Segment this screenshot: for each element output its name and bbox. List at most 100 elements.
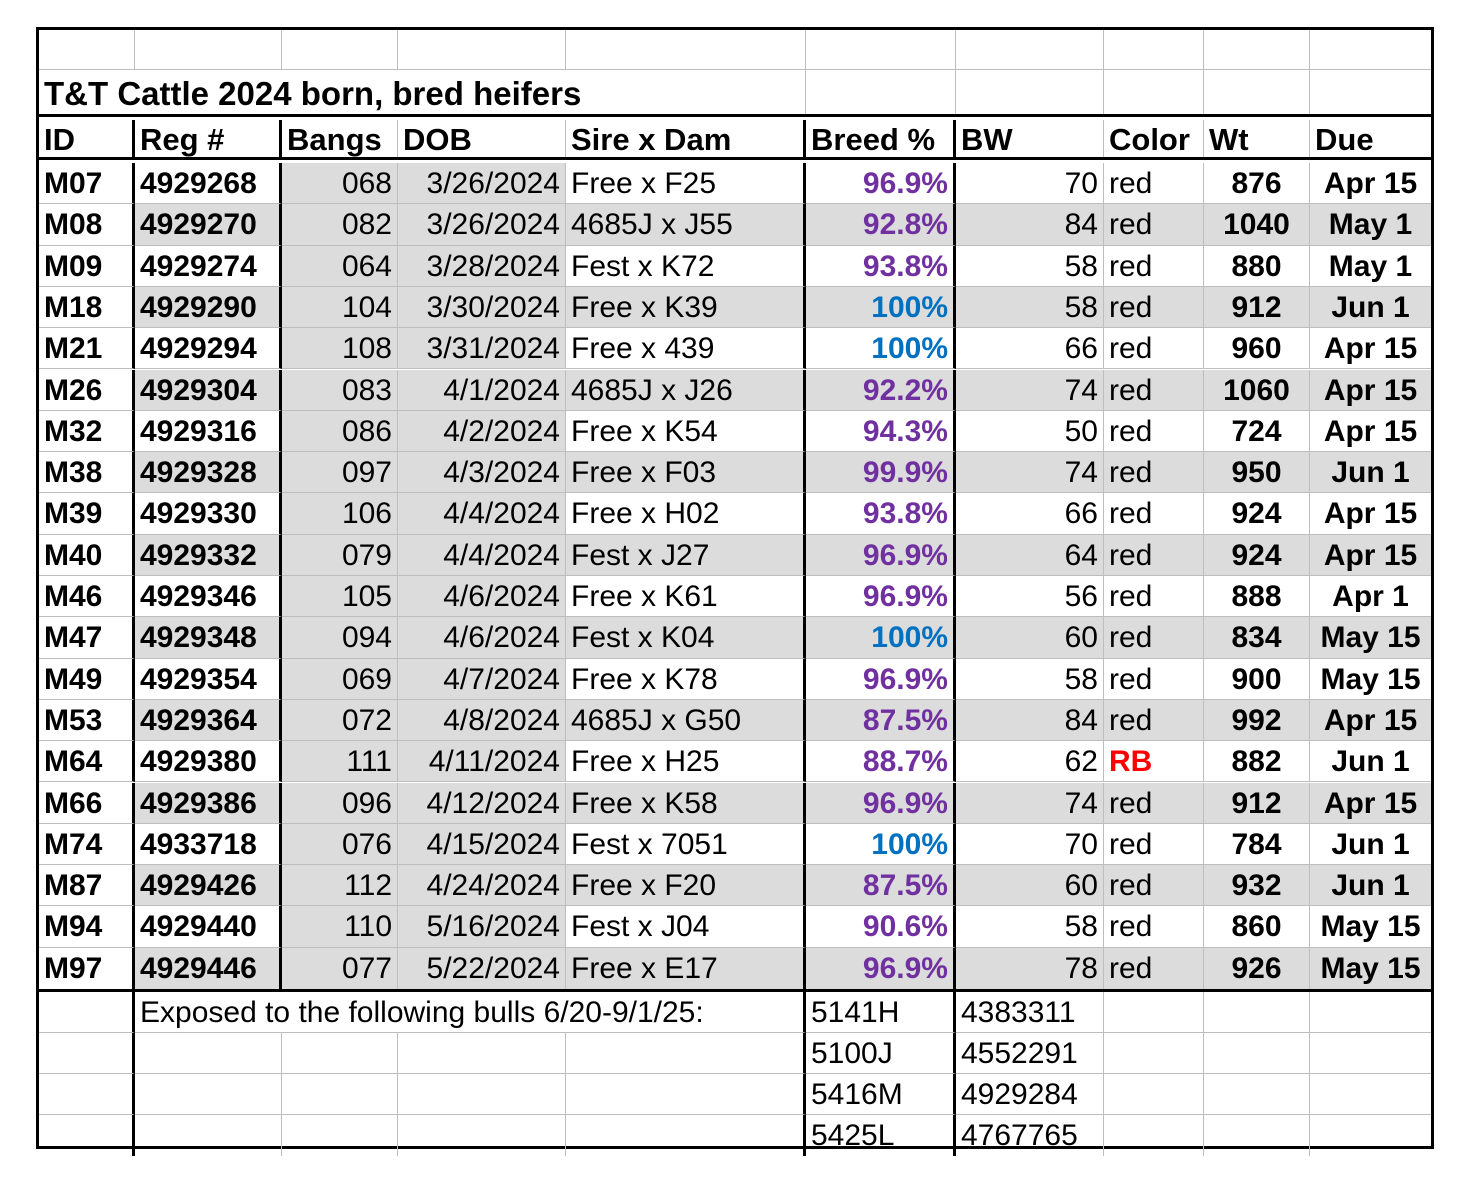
- cell-reg[interactable]: 4929348: [135, 617, 282, 659]
- cell[interactable]: [398, 1033, 566, 1074]
- cell-dob[interactable]: 3/30/2024: [398, 286, 566, 329]
- cell-id[interactable]: M26: [39, 369, 135, 411]
- cell-color[interactable]: red: [1104, 576, 1204, 618]
- cell-color[interactable]: red: [1104, 163, 1204, 205]
- cell-id[interactable]: M40: [39, 534, 135, 576]
- cell[interactable]: [1310, 1033, 1431, 1074]
- cell-wt[interactable]: 880: [1204, 245, 1310, 287]
- cell-due[interactable]: Apr 15: [1310, 493, 1431, 535]
- cell[interactable]: [566, 30, 806, 70]
- cell-breed[interactable]: 93.8%: [806, 493, 956, 535]
- cell-bangs[interactable]: 083: [282, 369, 398, 411]
- cell[interactable]: [1204, 1074, 1310, 1115]
- cell-color[interactable]: red: [1104, 328, 1204, 370]
- cell-breed[interactable]: 96.9%: [806, 782, 956, 824]
- cell-reg[interactable]: 4929328: [135, 452, 282, 494]
- cell-breed[interactable]: 96.9%: [806, 534, 956, 576]
- cell-bangs[interactable]: 110: [282, 906, 398, 948]
- cell-bw[interactable]: 58: [956, 906, 1104, 948]
- cell-sire-dam[interactable]: Free x K78: [566, 658, 806, 700]
- cell-due[interactable]: Apr 15: [1310, 782, 1431, 824]
- cell-id[interactable]: M08: [39, 204, 135, 246]
- cell-dob[interactable]: 4/7/2024: [398, 658, 566, 700]
- cell-bw[interactable]: 70: [956, 163, 1104, 205]
- cell-dob[interactable]: 5/22/2024: [398, 947, 566, 989]
- cell-wt[interactable]: 992: [1204, 699, 1310, 742]
- cell-wt[interactable]: 724: [1204, 410, 1310, 453]
- cell-dob[interactable]: 4/2/2024: [398, 410, 566, 453]
- cell[interactable]: [806, 30, 956, 70]
- cell-wt[interactable]: 834: [1204, 617, 1310, 659]
- cell-dob[interactable]: 4/4/2024: [398, 493, 566, 535]
- cell-sire-dam[interactable]: Free x F25: [566, 163, 806, 205]
- cell-reg[interactable]: 4929294: [135, 328, 282, 370]
- cell-due[interactable]: Apr 15: [1310, 410, 1431, 453]
- cell-id[interactable]: M07: [39, 163, 135, 205]
- cell-wt[interactable]: 950: [1204, 452, 1310, 494]
- cell-reg[interactable]: 4929446: [135, 947, 282, 989]
- cell-bw[interactable]: 58: [956, 286, 1104, 329]
- cell-due[interactable]: Jun 1: [1310, 452, 1431, 494]
- cell[interactable]: [1310, 70, 1431, 114]
- cell-sire-dam[interactable]: Free x F03: [566, 452, 806, 494]
- cell[interactable]: [39, 992, 135, 1033]
- cell-breed[interactable]: 99.9%: [806, 452, 956, 494]
- cell-color[interactable]: red: [1104, 452, 1204, 494]
- cell-wt[interactable]: 900: [1204, 658, 1310, 700]
- cell-sire-dam[interactable]: Free x K58: [566, 782, 806, 824]
- cell[interactable]: [1104, 30, 1204, 70]
- cell-dob[interactable]: 4/4/2024: [398, 534, 566, 576]
- cell[interactable]: [398, 1074, 566, 1115]
- cell-breed[interactable]: 96.9%: [806, 163, 956, 205]
- cell-bangs[interactable]: 108: [282, 328, 398, 370]
- cell-id[interactable]: M74: [39, 823, 135, 866]
- cell-bw[interactable]: 84: [956, 204, 1104, 246]
- cell[interactable]: [1204, 30, 1310, 70]
- cell[interactable]: [956, 70, 1104, 114]
- cell-id[interactable]: M09: [39, 245, 135, 287]
- cell[interactable]: [566, 1074, 806, 1115]
- cell-reg[interactable]: 4929290: [135, 286, 282, 329]
- cell-bw[interactable]: 78: [956, 947, 1104, 989]
- cell-bangs[interactable]: 097: [282, 452, 398, 494]
- cell[interactable]: [398, 30, 566, 70]
- cell[interactable]: [566, 1115, 806, 1156]
- cell-bangs[interactable]: 077: [282, 947, 398, 989]
- cell-dob[interactable]: 3/26/2024: [398, 163, 566, 205]
- cell[interactable]: [135, 1074, 282, 1115]
- cell-reg[interactable]: 4929274: [135, 245, 282, 287]
- cell-sire-dam[interactable]: Fest x J04: [566, 906, 806, 948]
- cell-wt[interactable]: 960: [1204, 328, 1310, 370]
- cell-breed[interactable]: 92.2%: [806, 369, 956, 411]
- cell-id[interactable]: M18: [39, 286, 135, 329]
- cell-reg[interactable]: 4929270: [135, 204, 282, 246]
- cell-breed[interactable]: 90.6%: [806, 906, 956, 948]
- cell-wt[interactable]: 876: [1204, 163, 1310, 205]
- cell-id[interactable]: M32: [39, 410, 135, 453]
- cell-sire-dam[interactable]: Fest x K72: [566, 245, 806, 287]
- cell-dob[interactable]: 4/12/2024: [398, 782, 566, 824]
- cell-bw[interactable]: 58: [956, 658, 1104, 700]
- cell-bangs[interactable]: 082: [282, 204, 398, 246]
- cell-bw[interactable]: 74: [956, 452, 1104, 494]
- cell-id[interactable]: M97: [39, 947, 135, 989]
- cell-reg[interactable]: 4929330: [135, 493, 282, 535]
- cell-color[interactable]: red: [1104, 658, 1204, 700]
- bull-reg[interactable]: 4929284: [956, 1074, 1104, 1115]
- cell-bangs[interactable]: 106: [282, 493, 398, 535]
- cell-bw[interactable]: 70: [956, 823, 1104, 866]
- cell-reg[interactable]: 4929268: [135, 163, 282, 205]
- cell-breed[interactable]: 96.9%: [806, 947, 956, 989]
- bull-name[interactable]: 5416M: [806, 1074, 956, 1115]
- cell-wt[interactable]: 926: [1204, 947, 1310, 989]
- cell-sire-dam[interactable]: Free x K61: [566, 576, 806, 618]
- cell-bw[interactable]: 74: [956, 782, 1104, 824]
- cell-breed[interactable]: 88.7%: [806, 741, 956, 783]
- cell-bangs[interactable]: 111: [282, 741, 398, 783]
- cell-bangs[interactable]: 086: [282, 410, 398, 453]
- cell-id[interactable]: M49: [39, 658, 135, 700]
- cell[interactable]: [1310, 992, 1431, 1033]
- cell-breed[interactable]: 96.9%: [806, 576, 956, 618]
- cell-reg[interactable]: 4933718: [135, 823, 282, 866]
- cell-due[interactable]: Jun 1: [1310, 865, 1431, 907]
